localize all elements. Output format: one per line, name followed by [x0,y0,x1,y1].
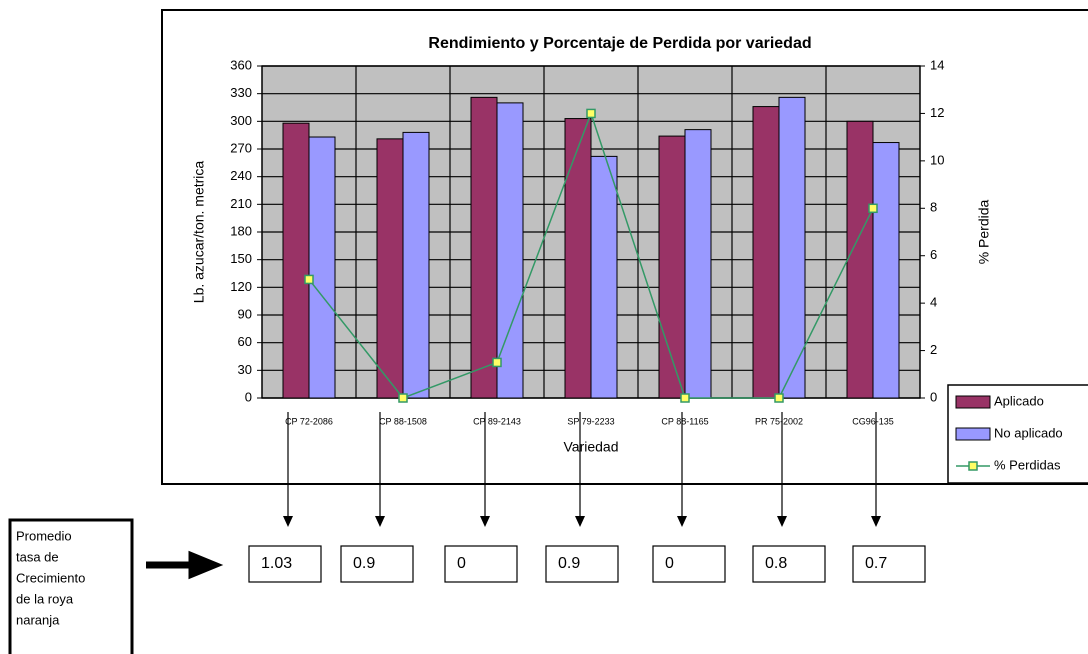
value-text: 0.7 [865,555,887,572]
value-box [752,545,826,583]
y-tick-label: 300 [230,113,252,128]
note-line: naranja [16,612,60,627]
y-tick-label: 60 [238,334,252,349]
line-marker [304,274,314,285]
arrow-head [375,516,385,527]
chart-title: Rendimiento y Porcentaje de Perdida por … [428,35,811,52]
value-box [340,545,414,583]
bar [564,118,592,399]
bar [308,136,336,399]
value-text: 0.9 [353,555,375,572]
line-marker [774,393,784,403]
legend-swatch [955,395,991,409]
arrow-head [575,516,585,527]
line-marker [586,108,596,119]
note-box [8,518,134,654]
y2-tick-label: 2 [930,342,937,357]
y-tick-label: 180 [230,223,252,238]
note-line: tasa de [16,549,59,564]
value-text: 0 [457,555,466,572]
legend-label: % Perdidas [994,457,1061,472]
x-axis-title: Variedad [563,439,618,455]
arrow-head [777,516,787,527]
bar [376,138,404,399]
y2-tick-label: 0 [930,389,937,404]
line-marker [680,393,690,403]
x-tick-label: PR 75-2002 [755,416,803,426]
bar [402,131,430,399]
x-tick-label: CP 88-1508 [379,416,427,426]
legend-swatch [955,427,991,441]
arrow-head [283,516,293,527]
y-tick-label: 210 [230,196,252,211]
bar [282,122,310,399]
y-tick-label: 270 [230,140,252,155]
value-box [652,545,726,583]
y-tick-label: 150 [230,251,252,266]
value-box [545,545,619,583]
y2-tick-label: 14 [930,57,944,72]
note-line: Promedio [16,528,72,543]
value-text: 1.03 [261,555,292,572]
value-text: 0.9 [558,555,580,572]
legend-label: Aplicado [994,393,1044,408]
bar [872,142,900,399]
big-arrow [146,550,224,580]
legend-marker [968,461,978,471]
y-tick-label: 0 [245,389,252,404]
bar [470,96,498,399]
value-box [248,545,322,583]
value-text: 0 [665,555,674,572]
bar [752,106,780,399]
y-tick-label: 120 [230,279,252,294]
y2-tick-label: 4 [930,295,937,310]
arrow-head [677,516,687,527]
y-tick-label: 330 [230,85,252,100]
bar [684,129,712,399]
arrow-head [480,516,490,527]
x-tick-label: CG96-135 [852,416,894,426]
bar [778,96,806,399]
y-tick-label: 90 [238,306,252,321]
y2-tick-label: 8 [930,200,937,215]
x-tick-label: CP 89-2143 [473,416,521,426]
y-tick-label: 30 [238,362,252,377]
bar [846,120,874,399]
y-axis-title: Lb. azucar/ton. metrica [191,161,207,304]
y-tick-label: 360 [230,57,252,72]
y2-axis-title: % Perdida [976,199,992,264]
note-line: Crecimiento [16,570,85,585]
y2-tick-label: 6 [930,247,937,262]
x-tick-label: SP 79-2233 [567,416,614,426]
bar [590,155,618,399]
y2-tick-label: 12 [930,105,944,120]
value-box [444,545,518,583]
y-tick-label: 240 [230,168,252,183]
line-marker [398,393,408,403]
legend-label: No aplicado [994,425,1063,440]
line-marker [492,357,502,368]
value-box [852,545,926,583]
x-tick-label: CP 88-1165 [661,416,708,426]
note-line: de la roya [16,591,74,606]
y2-tick-label: 10 [930,152,944,167]
bar [496,102,524,399]
arrow-head [871,516,881,527]
x-tick-label: CP 72-2086 [285,416,333,426]
value-text: 0.8 [765,555,787,572]
line-marker [868,203,878,214]
